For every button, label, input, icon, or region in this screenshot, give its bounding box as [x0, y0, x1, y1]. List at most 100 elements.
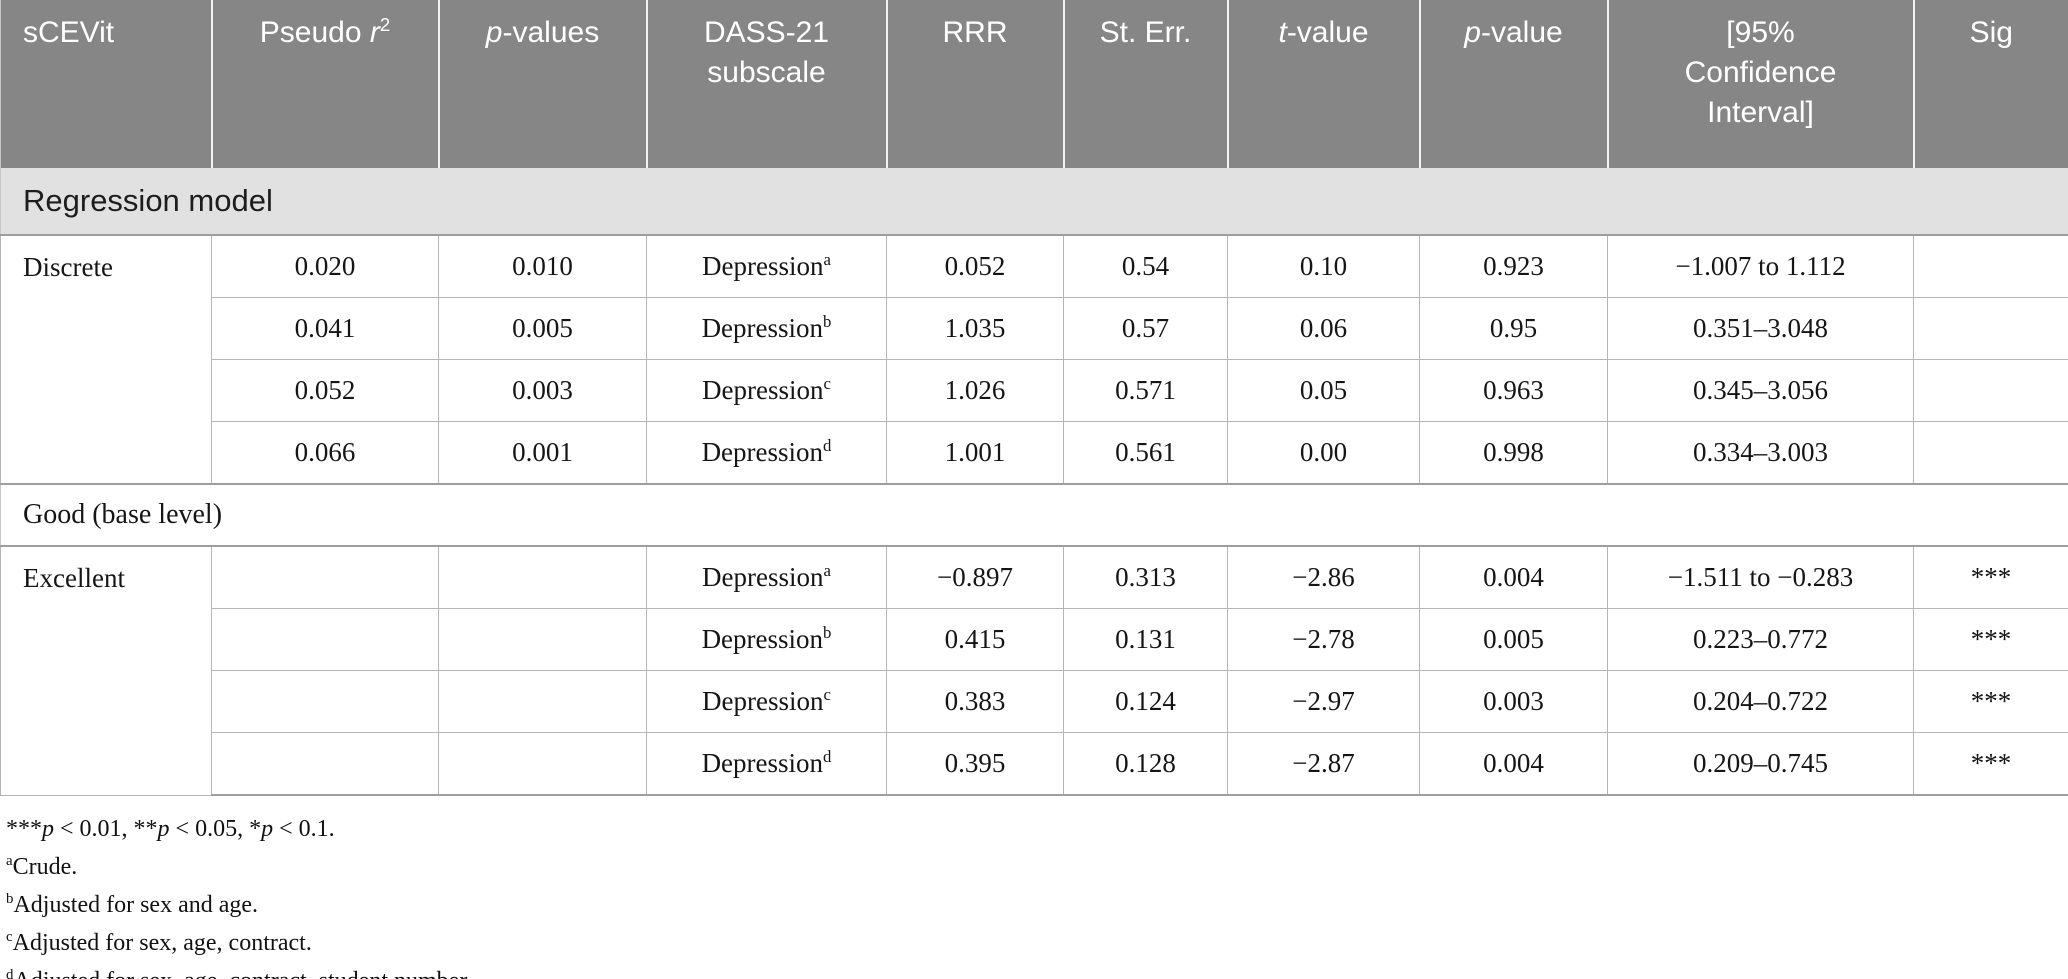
footnote-a: aCrude. — [6, 848, 2068, 886]
cell-p-value: 0.004 — [1419, 732, 1608, 796]
col-header-t-value: t-value — [1226, 0, 1420, 168]
section-band-regression-model: Regression model — [0, 168, 2068, 236]
col-header-pseudo-r2: Pseudo r2 — [210, 0, 439, 168]
significance-note: ***p < 0.01, **p < 0.05, *p < 0.1. — [6, 810, 2068, 848]
cell-ci: 0.351–3.048 — [1607, 297, 1914, 360]
footnote-text: *** — [6, 816, 42, 842]
cell-pseudo-r2 — [211, 608, 439, 671]
cell-st-err: 0.561 — [1063, 421, 1228, 485]
cell-pseudo-r2 — [211, 732, 439, 796]
cell-t-value: −2.78 — [1227, 608, 1420, 671]
footnote-c: cAdjusted for sex, age, contract. — [6, 924, 2068, 962]
table-footnotes: ***p < 0.01, **p < 0.05, *p < 0.1. aCrud… — [0, 796, 2068, 979]
base-level-label: Good (base level) — [0, 483, 2068, 547]
col-header-sig: Sig — [1912, 0, 2068, 168]
cell-p-value: 0.923 — [1419, 234, 1608, 298]
cell-p-value: 0.95 — [1419, 297, 1608, 360]
cell-subscale: Depressiona — [646, 234, 887, 298]
footnote-b: bAdjusted for sex and age. — [6, 886, 2068, 924]
subscale-name: Depression — [702, 251, 824, 281]
cell-p-values: 0.010 — [438, 234, 647, 298]
footnote-marker: a — [6, 853, 13, 869]
subscale-footnote-marker: b — [823, 623, 832, 642]
cell-p-values — [438, 670, 647, 733]
cell-pseudo-r2: 0.041 — [211, 297, 439, 360]
footnote-text: < 0.05, * — [169, 816, 262, 842]
header-text: Interval] — [1707, 96, 1814, 129]
cell-subscale: Depressionc — [646, 670, 887, 733]
cell-st-err: 0.57 — [1063, 297, 1228, 360]
cell-rrr: 0.052 — [886, 234, 1064, 298]
col-header-confidence-interval: [95% Confidence Interval] — [1606, 0, 1914, 168]
cell-sig: *** — [1913, 732, 2068, 796]
cell-subscale: Depressiond — [646, 421, 887, 485]
cell-t-value: 0.10 — [1227, 234, 1420, 298]
cell-ci: 0.204–0.722 — [1607, 670, 1914, 733]
cell-p-values: 0.003 — [438, 359, 647, 422]
col-header-rrr: RRR — [885, 0, 1064, 168]
cell-st-err: 0.571 — [1063, 359, 1228, 422]
cell-sig — [1913, 421, 2068, 485]
header-text-italic: p — [485, 16, 503, 49]
header-text-italic: t — [1278, 16, 1287, 49]
cell-p-values — [438, 732, 647, 796]
subscale-name: Depression — [701, 313, 824, 343]
cell-rrr: 0.383 — [886, 670, 1064, 733]
cell-sig — [1913, 234, 2068, 298]
cell-t-value: 0.06 — [1227, 297, 1420, 360]
col-header-st-err: St. Err. — [1062, 0, 1228, 168]
header-text-italic: p — [1464, 16, 1481, 49]
cell-p-values — [438, 608, 647, 671]
header-text: -values — [502, 16, 600, 49]
cell-scevit-discrete: Discrete — [0, 234, 212, 485]
cell-ci: 0.209–0.745 — [1607, 732, 1914, 796]
subscale-footnote-marker: d — [823, 436, 832, 455]
subscale-name: Depression — [701, 624, 824, 654]
subscale-footnote-marker: a — [823, 561, 831, 580]
cell-subscale: Depressiond — [646, 732, 887, 796]
cell-ci: −1.007 to 1.112 — [1607, 234, 1914, 298]
subscale-name: Depression — [702, 562, 824, 592]
footnote-text-italic: p — [157, 816, 170, 842]
subscale-footnote-marker: c — [823, 374, 831, 393]
section-row-good-base-level: Good (base level) — [0, 483, 2068, 547]
cell-st-err: 0.131 — [1063, 608, 1228, 671]
subscale-name: Depression — [702, 375, 824, 405]
cell-pseudo-r2: 0.020 — [211, 234, 439, 298]
cell-p-value: 0.005 — [1419, 608, 1608, 671]
header-text: Pseudo — [259, 16, 370, 49]
subscale-footnote-marker: b — [823, 312, 832, 331]
cell-rrr: 0.395 — [886, 732, 1064, 796]
table-row: Discrete 0.020 0.010 Depressiona 0.052 0… — [0, 234, 2068, 485]
cell-t-value: −2.86 — [1227, 545, 1420, 609]
cell-subscale: Depressionb — [646, 608, 887, 671]
header-text: [95% — [1726, 16, 1795, 49]
table-row: 0.052 0.003 Depressionc 1.026 0.571 0.05… — [1, 359, 2068, 422]
footnote-text: Adjusted for sex and age. — [13, 892, 259, 918]
cell-t-value: 0.00 — [1227, 421, 1420, 485]
cell-st-err: 0.54 — [1063, 234, 1228, 298]
footnote-text: Crude. — [12, 854, 78, 880]
col-header-dass-subscale: DASS-21 subscale — [645, 0, 887, 168]
header-text: Confidence — [1684, 56, 1837, 89]
col-header-p-value: p-value — [1418, 0, 1608, 168]
table-row: 0.041 0.005 Depressionb 1.035 0.57 0.06 … — [1, 297, 2068, 360]
footnote-marker: b — [6, 891, 14, 907]
cell-pseudo-r2 — [211, 545, 439, 609]
header-row: sCEVit Pseudo r2 p-values DASS-21 subscal… — [0, 0, 2068, 168]
cell-subscale: Depressionb — [646, 297, 887, 360]
cell-pseudo-r2 — [211, 670, 439, 733]
header-text-italic: r — [369, 16, 380, 49]
cell-p-value: 0.003 — [1419, 670, 1608, 733]
cell-t-value: 0.05 — [1227, 359, 1420, 422]
footnote-d: dAdjusted for sex, age, contract, studen… — [6, 962, 2068, 979]
cell-sig: *** — [1913, 545, 2068, 609]
subscale-name: Depression — [701, 437, 824, 467]
table-row: Depressiond 0.395 0.128 −2.87 0.004 0.20… — [1, 732, 2068, 796]
cell-sig — [1913, 297, 2068, 360]
cell-ci: 0.223–0.772 — [1607, 608, 1914, 671]
cell-ci: 0.334–3.003 — [1607, 421, 1914, 485]
cell-st-err: 0.128 — [1063, 732, 1228, 796]
footnote-text-italic: p — [261, 816, 274, 842]
footnote-marker: c — [6, 929, 13, 945]
